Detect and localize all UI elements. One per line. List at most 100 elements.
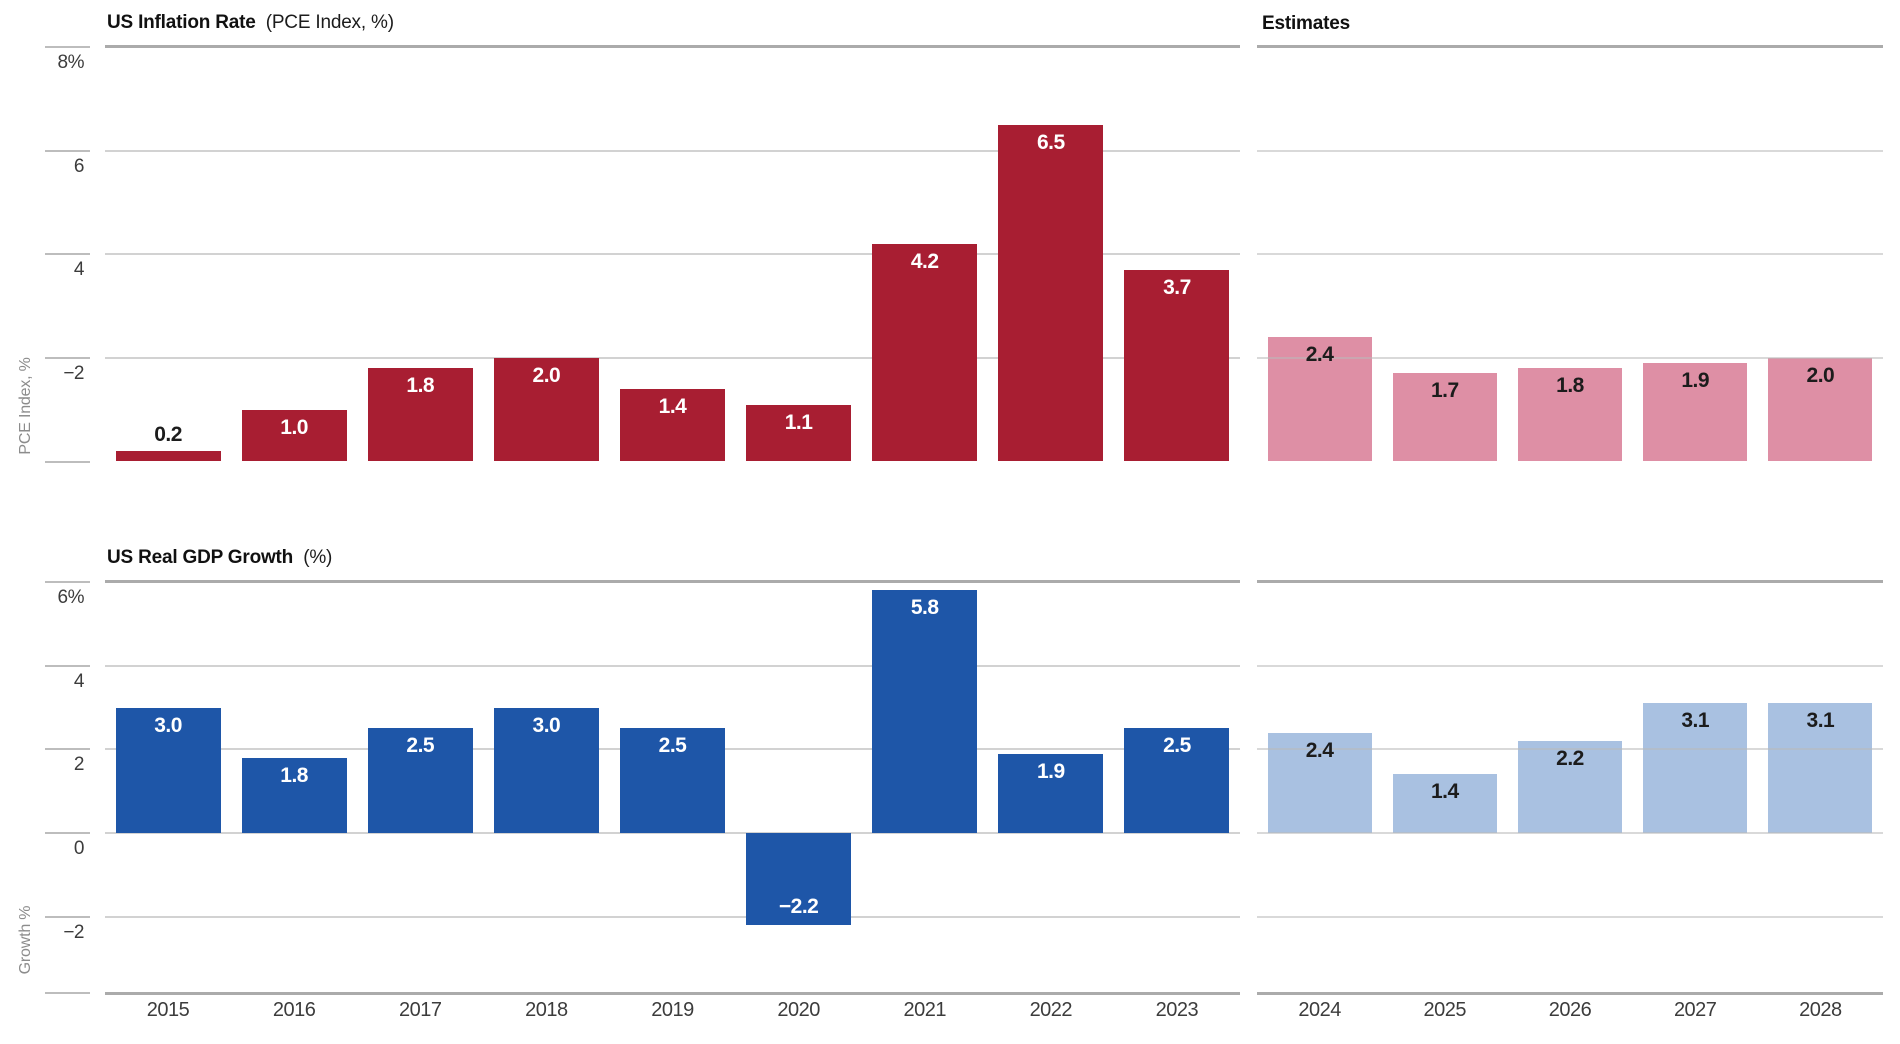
gridline-estimates-4 <box>1257 253 1883 256</box>
gridline-estimates-6 <box>1257 149 1883 152</box>
bar-gdp-2025 <box>1392 774 1497 833</box>
y-tick-label-0: 0 <box>73 838 85 859</box>
bar-gdp-2017 <box>367 728 473 833</box>
bar-gdp-2018 <box>493 707 599 833</box>
y-tick-label-−2: −2 <box>63 921 84 943</box>
gdp-title-note: (%) <box>303 547 333 568</box>
gridline-0 <box>105 832 1240 834</box>
year-label-2027: 2027 <box>1673 999 1717 1021</box>
estimates-section-title: Estimates <box>1262 13 1350 35</box>
gridline-6 <box>105 149 1240 152</box>
y-tick-label-−2: −2 <box>63 362 84 384</box>
bar-value-label: 2.4 <box>1305 738 1334 762</box>
gridline-−2 <box>105 915 1240 918</box>
bar-inflation-2022 <box>998 124 1104 462</box>
bar-inflation-2028 <box>1768 357 1873 462</box>
bar-value-label: 2.5 <box>1163 734 1191 758</box>
y-tick-label-4: 4 <box>73 259 85 281</box>
gridline-estimates-0 <box>1257 832 1883 834</box>
bar-gdp-2027 <box>1643 703 1748 833</box>
inflation-title-note: (PCE Index, %) <box>265 12 394 33</box>
y-tick-label-8%: 8% <box>57 52 85 74</box>
y-axis-tick <box>45 149 90 152</box>
bar-value-label: 2.5 <box>406 734 435 758</box>
year-label-2016: 2016 <box>272 999 316 1021</box>
y-axis-baseline-tick <box>45 992 90 994</box>
bar-inflation-2025 <box>1392 373 1497 462</box>
y-tick-label-6: 6 <box>73 155 85 177</box>
bar-gdp-2019 <box>620 728 725 833</box>
year-label-2028: 2028 <box>1799 999 1842 1021</box>
year-label-2017: 2017 <box>399 999 442 1021</box>
gridline-estimates-4 <box>1257 664 1883 667</box>
y-axis-tick <box>45 664 90 667</box>
bar-value-label: 3.7 <box>1163 275 1191 299</box>
bar-value-label: 3.0 <box>532 713 561 737</box>
bar-value-label: 0.2 <box>154 423 182 447</box>
gridline-4 <box>105 664 1240 667</box>
bar-value-label: 1.1 <box>784 410 813 434</box>
historical-x-axis-line <box>105 992 1240 995</box>
y-axis-tick <box>45 46 90 49</box>
bar-gdp-2026 <box>1518 740 1622 833</box>
gridline-estimates-2 <box>1257 748 1883 751</box>
bar-value-label: 2.4 <box>1305 343 1334 367</box>
bar-value-label: 2.0 <box>1806 363 1835 387</box>
y-axis-tick <box>45 832 90 834</box>
inflation-title-text: US Inflation Rate <box>107 12 256 33</box>
gridline-4 <box>105 253 1240 256</box>
bar-value-label: 1.8 <box>406 374 435 398</box>
y-axis-tick <box>45 356 90 359</box>
year-label-2021: 2021 <box>903 999 946 1021</box>
bar-gdp-2015 <box>115 707 221 833</box>
estimates-label: Estimates <box>1262 13 1350 34</box>
bar-value-label: 2.2 <box>1556 746 1584 770</box>
bar-value-label: 1.4 <box>658 394 687 418</box>
bar-gdp-2021 <box>872 590 978 833</box>
bar-value-label: 3.1 <box>1806 709 1835 733</box>
bar-value-label: 5.8 <box>910 596 939 620</box>
estimates-panel-top-border <box>1257 45 1883 48</box>
historical-panel-top-border <box>105 580 1240 583</box>
bar-gdp-2020 <box>746 833 852 926</box>
bar-value-label: 1.4 <box>1430 780 1459 804</box>
bar-value-label: −2.2 <box>778 895 819 919</box>
gridline-estimates-−2 <box>1257 915 1883 918</box>
y-tick-label-4: 4 <box>73 670 85 692</box>
bar-value-label: 1.9 <box>1681 369 1710 393</box>
bar-value-label: 1.8 <box>1556 374 1584 398</box>
bar-value-label: 3.0 <box>154 713 182 737</box>
bar-inflation-2018 <box>493 357 599 462</box>
y-axis-tick <box>45 581 90 584</box>
year-label-2024: 2024 <box>1298 999 1341 1021</box>
bar-inflation-2023 <box>1124 269 1230 462</box>
bar-inflation-2020 <box>746 404 852 462</box>
bar-value-label: 1.8 <box>280 763 308 787</box>
bar-gdp-2028 <box>1768 703 1873 833</box>
bar-gdp-2022 <box>998 753 1104 833</box>
year-label-2025: 2025 <box>1423 999 1467 1021</box>
year-label-2022: 2022 <box>1029 999 1073 1021</box>
y-axis-tick <box>45 915 90 918</box>
bar-inflation-2017 <box>367 368 473 462</box>
inflation-chart-title: US Inflation Rate (PCE Index, %) <box>107 12 394 34</box>
year-label-2019: 2019 <box>651 999 694 1021</box>
y-axis-tick <box>45 748 90 751</box>
bar-value-label: 1.0 <box>280 415 308 439</box>
historical-panel-top-border <box>105 45 1240 48</box>
bar-inflation-2015 <box>115 451 221 462</box>
bar-inflation-2019 <box>620 388 725 462</box>
bar-inflation-2016 <box>241 409 347 462</box>
bar-value-label: 2.0 <box>532 363 561 387</box>
bar-value-label: 2.5 <box>658 734 687 758</box>
y-tick-label-6%: 6% <box>57 587 85 609</box>
estimates-panel-top-border <box>1257 580 1883 583</box>
bar-gdp-2023 <box>1124 728 1230 833</box>
gridline-estimates-−2 <box>1257 356 1883 359</box>
bar-gdp-2016 <box>241 757 347 833</box>
bar-inflation-2021 <box>872 243 978 462</box>
year-label-2015: 2015 <box>146 999 190 1021</box>
y-axis-baseline-tick <box>45 460 90 463</box>
